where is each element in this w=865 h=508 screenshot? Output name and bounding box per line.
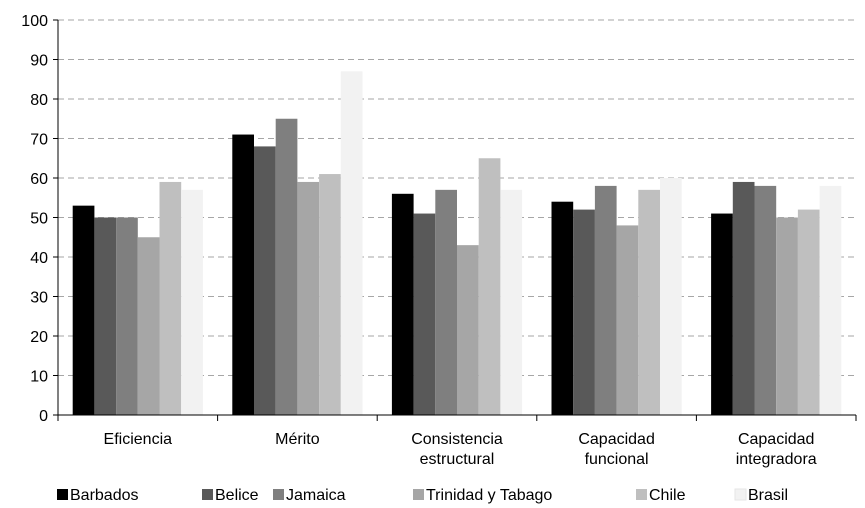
- legend-item-jamaica: Jamaica: [273, 487, 346, 504]
- legend-swatch: [202, 489, 213, 500]
- x-category-label: integradora: [736, 451, 817, 468]
- y-tick-label: 70: [30, 132, 48, 149]
- y-tick-label: 30: [30, 290, 48, 307]
- bar-barbados-0: [72, 205, 95, 415]
- legend-label: Brasil: [748, 487, 788, 504]
- legend-swatch: [734, 488, 747, 501]
- bar-jamaica-1: [275, 118, 298, 415]
- bar-barbados-1: [232, 134, 254, 416]
- legend-swatch: [636, 489, 647, 500]
- legend-label: Trinidad y Tabago: [426, 487, 552, 504]
- legend-label: Belice: [215, 487, 259, 504]
- y-tick-label: 60: [30, 171, 48, 188]
- bar-trinidad-y-tabago-3: [616, 225, 639, 415]
- y-tick-label: 100: [21, 13, 48, 30]
- y-tick-label: 20: [30, 329, 48, 346]
- bar-brasil-4: [819, 185, 842, 415]
- y-tick-label: 50: [30, 211, 48, 228]
- bar-chile-0: [159, 181, 182, 415]
- x-category-label: Mérito: [275, 431, 320, 448]
- legend-label: Jamaica: [286, 487, 346, 504]
- legend-swatch: [57, 489, 68, 500]
- bar-belice-4: [732, 181, 755, 415]
- bar-brasil-1: [340, 71, 363, 415]
- bar-jamaica-3: [594, 185, 617, 415]
- bar-barbados-2: [391, 193, 414, 415]
- legend: Barbados Belice Jamaica Trinidad y Tabago Ch…: [57, 487, 788, 504]
- legend-item-barbados: Barbados: [57, 487, 139, 504]
- bar-belice-3: [573, 209, 595, 415]
- y-tick-label: 10: [30, 369, 48, 386]
- bar-chile-1: [319, 174, 341, 415]
- category-labels: Eficiencia Mérito Consistencia estructural C…: [104, 431, 817, 468]
- y-tick-labels: 0 10 20 30 40 50 60 70 80 90 100: [21, 13, 48, 425]
- x-category-label: funcional: [585, 451, 649, 468]
- bar-jamaica-2: [435, 189, 457, 415]
- legend-swatch: [273, 489, 284, 500]
- y-tick-label: 0: [39, 408, 48, 425]
- bar-chile-2: [478, 158, 501, 415]
- legend-item-brasil: Brasil: [734, 487, 788, 504]
- bar-chile-3: [638, 189, 660, 415]
- bar-trinidad-y-tabago-2: [457, 245, 479, 415]
- legend-swatch: [413, 489, 424, 500]
- x-category-label: Eficiencia: [104, 431, 173, 448]
- bar-chile-4: [797, 209, 820, 415]
- legend-label: Chile: [649, 487, 686, 504]
- bar-brasil-2: [500, 189, 523, 415]
- legend-label: Barbados: [70, 487, 139, 504]
- bar-belice-1: [254, 146, 276, 415]
- bar-trinidad-y-tabago-0: [137, 237, 160, 415]
- y-tick-label: 80: [30, 92, 48, 109]
- bars: [72, 71, 842, 416]
- bar-barbados-3: [551, 201, 574, 415]
- x-category-label: Consistencia: [411, 431, 503, 448]
- legend-item-belice: Belice: [202, 487, 259, 504]
- bar-jamaica-0: [116, 217, 138, 415]
- bar-belice-2: [413, 213, 436, 415]
- y-tick-label: 90: [30, 53, 48, 70]
- bar-jamaica-4: [754, 185, 777, 415]
- axes: [53, 19, 857, 421]
- bar-belice-0: [94, 217, 117, 415]
- bar-trinidad-y-tabago-4: [776, 217, 798, 415]
- y-tick-label: 40: [30, 250, 48, 267]
- x-category-label: Capacidad: [738, 431, 815, 448]
- x-category-label: estructural: [420, 451, 495, 468]
- bar-brasil-3: [660, 178, 682, 415]
- legend-item-chile: Chile: [636, 487, 686, 504]
- bar-brasil-0: [181, 189, 203, 415]
- legend-item-trinidad-y-tabago: Trinidad y Tabago: [413, 487, 552, 504]
- bar-barbados-4: [711, 213, 733, 415]
- bar-trinidad-y-tabago-1: [297, 181, 320, 415]
- x-category-label: Capacidad: [578, 431, 655, 448]
